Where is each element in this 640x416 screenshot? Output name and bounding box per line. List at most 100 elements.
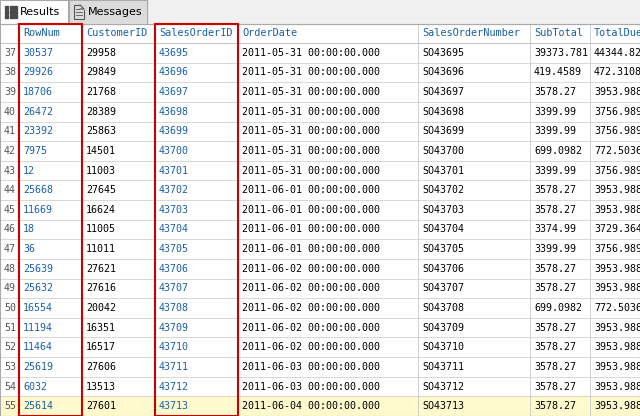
- Bar: [0, 279, 640, 298]
- Text: 43702: 43702: [159, 185, 189, 195]
- Text: 3578.27: 3578.27: [534, 283, 576, 293]
- Text: 50: 50: [4, 303, 16, 313]
- Text: 25639: 25639: [23, 264, 53, 274]
- Text: 40: 40: [4, 107, 16, 117]
- Text: 3578.27: 3578.27: [534, 87, 576, 97]
- Text: 772.5036: 772.5036: [594, 146, 640, 156]
- Text: 16351: 16351: [86, 323, 116, 333]
- Text: 43705: 43705: [159, 244, 189, 254]
- Text: 53: 53: [4, 362, 16, 372]
- Text: 2011-06-01 00:00:00.000: 2011-06-01 00:00:00.000: [242, 225, 380, 235]
- Bar: [0, 43, 640, 63]
- Text: 25614: 25614: [23, 401, 53, 411]
- Text: 2011-06-02 00:00:00.000: 2011-06-02 00:00:00.000: [242, 323, 380, 333]
- Bar: [0, 63, 640, 82]
- Text: 21768: 21768: [86, 87, 116, 97]
- Text: SO43697: SO43697: [422, 87, 464, 97]
- Text: 6032: 6032: [23, 381, 47, 391]
- Text: 27601: 27601: [86, 401, 116, 411]
- Text: 43707: 43707: [159, 283, 189, 293]
- Text: 41: 41: [4, 126, 16, 136]
- Text: SO43712: SO43712: [422, 381, 464, 391]
- Bar: [5, 10, 8, 13]
- Text: 7975: 7975: [23, 146, 47, 156]
- Text: 3756.989: 3756.989: [594, 166, 640, 176]
- Text: 20042: 20042: [86, 303, 116, 313]
- Text: 43703: 43703: [159, 205, 189, 215]
- Text: 11669: 11669: [23, 205, 53, 215]
- Text: 52: 52: [4, 342, 16, 352]
- Text: 3578.27: 3578.27: [534, 185, 576, 195]
- Text: 2011-06-01 00:00:00.000: 2011-06-01 00:00:00.000: [242, 185, 380, 195]
- Text: 42: 42: [4, 146, 16, 156]
- Bar: [0, 0, 640, 24]
- Text: 49: 49: [4, 283, 16, 293]
- Text: OrderDate: OrderDate: [242, 29, 297, 39]
- Text: 44: 44: [4, 185, 16, 195]
- Text: SO43713: SO43713: [422, 401, 464, 411]
- Text: 11003: 11003: [86, 166, 116, 176]
- Text: 11011: 11011: [86, 244, 116, 254]
- Text: 25668: 25668: [23, 185, 53, 195]
- Text: SO43710: SO43710: [422, 342, 464, 352]
- Text: 2011-05-31 00:00:00.000: 2011-05-31 00:00:00.000: [242, 146, 380, 156]
- Bar: [0, 239, 640, 259]
- Text: SO43701: SO43701: [422, 166, 464, 176]
- Text: 2011-06-02 00:00:00.000: 2011-06-02 00:00:00.000: [242, 342, 380, 352]
- Text: 3578.27: 3578.27: [534, 401, 576, 411]
- Bar: [0, 298, 640, 318]
- Bar: [0, 200, 640, 220]
- Text: 2011-05-31 00:00:00.000: 2011-05-31 00:00:00.000: [242, 126, 380, 136]
- Text: 43704: 43704: [159, 225, 189, 235]
- Text: 43701: 43701: [159, 166, 189, 176]
- Text: 699.0982: 699.0982: [534, 146, 582, 156]
- Text: 54: 54: [4, 381, 16, 391]
- Text: 28389: 28389: [86, 107, 116, 117]
- Text: 2011-06-04 00:00:00.000: 2011-06-04 00:00:00.000: [242, 401, 380, 411]
- Text: 2011-06-02 00:00:00.000: 2011-06-02 00:00:00.000: [242, 303, 380, 313]
- Text: SO43706: SO43706: [422, 264, 464, 274]
- Text: 14501: 14501: [86, 146, 116, 156]
- Text: 13513: 13513: [86, 381, 116, 391]
- Text: 3953.9884: 3953.9884: [594, 205, 640, 215]
- Text: 2011-06-02 00:00:00.000: 2011-06-02 00:00:00.000: [242, 264, 380, 274]
- Text: 43700: 43700: [159, 146, 189, 156]
- Text: SalesOrderNumber: SalesOrderNumber: [422, 29, 520, 39]
- Text: 39: 39: [4, 87, 16, 97]
- Bar: [10, 6, 13, 9]
- Text: 3578.27: 3578.27: [534, 264, 576, 274]
- Text: 43710: 43710: [159, 342, 189, 352]
- Text: SO43700: SO43700: [422, 146, 464, 156]
- Text: 29849: 29849: [86, 67, 116, 77]
- Bar: [5, 15, 8, 18]
- Bar: [0, 337, 640, 357]
- Text: SO43698: SO43698: [422, 107, 464, 117]
- Text: 3953.9884: 3953.9884: [594, 185, 640, 195]
- Text: 3953.9884: 3953.9884: [594, 323, 640, 333]
- Text: 3756.989: 3756.989: [594, 126, 640, 136]
- Text: CustomerID: CustomerID: [86, 29, 147, 39]
- Bar: [0, 121, 640, 141]
- Bar: [0, 259, 640, 279]
- Bar: [14, 6, 17, 9]
- Text: 43: 43: [4, 166, 16, 176]
- Text: 2011-06-01 00:00:00.000: 2011-06-01 00:00:00.000: [242, 244, 380, 254]
- Bar: [69, 0, 147, 24]
- Text: 43698: 43698: [159, 107, 189, 117]
- Text: 44344.8265: 44344.8265: [594, 48, 640, 58]
- Text: 38: 38: [4, 67, 16, 77]
- Text: SO43705: SO43705: [422, 244, 464, 254]
- Text: 25632: 25632: [23, 283, 53, 293]
- Text: 27645: 27645: [86, 185, 116, 195]
- Bar: [0, 357, 640, 377]
- Text: 3578.27: 3578.27: [534, 381, 576, 391]
- Bar: [80, 5, 84, 9]
- Text: 772.5036: 772.5036: [594, 303, 640, 313]
- Text: 27616: 27616: [86, 283, 116, 293]
- Text: Results: Results: [20, 7, 60, 17]
- Text: 3399.99: 3399.99: [534, 244, 576, 254]
- Bar: [0, 24, 640, 43]
- Text: 3578.27: 3578.27: [534, 362, 576, 372]
- Text: 43711: 43711: [159, 362, 189, 372]
- Text: 26472: 26472: [23, 107, 53, 117]
